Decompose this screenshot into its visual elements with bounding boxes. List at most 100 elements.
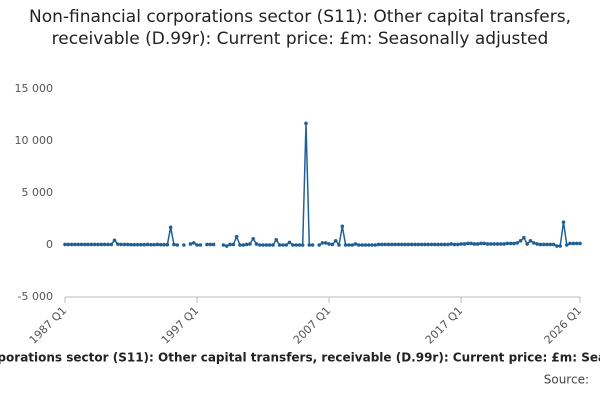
line-segment [318, 222, 580, 247]
point [561, 220, 566, 224]
point [515, 241, 520, 245]
point [426, 242, 430, 247]
source: Source: [544, 373, 589, 387]
point [224, 244, 229, 248]
point [419, 242, 424, 247]
point [102, 242, 107, 247]
point [287, 240, 292, 245]
point [568, 241, 572, 246]
point [333, 239, 338, 243]
point [502, 242, 506, 246]
point [370, 243, 374, 247]
point [281, 243, 285, 247]
y-tick-label: 15 000 [15, 82, 54, 95]
point [347, 243, 351, 247]
point [106, 242, 110, 247]
point [83, 242, 87, 247]
point [165, 242, 170, 247]
point [99, 242, 104, 247]
point [188, 242, 193, 246]
point [317, 243, 321, 247]
point [330, 242, 335, 247]
point [149, 242, 153, 247]
point [145, 242, 150, 247]
point [406, 242, 411, 247]
y-tick-label: 5 000 [22, 186, 54, 199]
point [498, 242, 503, 246]
point [92, 242, 97, 247]
x-tick-label: 1987 Q1 [27, 304, 70, 347]
point [228, 242, 232, 247]
point [482, 241, 487, 246]
point [469, 241, 473, 246]
point [116, 242, 120, 246]
point [376, 242, 381, 247]
point [244, 242, 249, 247]
point [139, 242, 143, 247]
x-tick-label: 1997 Q1 [159, 304, 202, 347]
point [373, 243, 378, 247]
point [112, 238, 117, 243]
point [294, 243, 298, 247]
point [479, 241, 483, 246]
point [495, 242, 500, 246]
point [432, 242, 437, 247]
point [439, 242, 444, 247]
point [109, 242, 114, 247]
point [551, 242, 556, 247]
point [548, 242, 553, 247]
point [300, 243, 305, 247]
point [264, 243, 269, 247]
point [366, 243, 371, 247]
x-tick-label: 2007 Q1 [291, 304, 334, 347]
point [175, 243, 180, 247]
point [564, 243, 569, 247]
point [343, 243, 348, 247]
point [508, 241, 513, 246]
point [254, 242, 259, 246]
point [541, 242, 546, 247]
point [129, 242, 133, 247]
point [320, 241, 325, 245]
point [238, 243, 242, 247]
point [531, 241, 536, 245]
point [195, 243, 199, 247]
y-tick-label: 10 000 [15, 134, 54, 147]
point [168, 225, 173, 230]
point [290, 243, 295, 247]
point [353, 242, 358, 246]
point [274, 238, 279, 242]
point [251, 236, 255, 241]
point [505, 241, 510, 246]
point [304, 121, 308, 126]
point [86, 242, 90, 247]
point [393, 242, 397, 247]
point [535, 242, 539, 246]
point [152, 242, 156, 247]
point [574, 241, 579, 246]
point [340, 224, 345, 229]
point [423, 242, 427, 247]
point [327, 242, 331, 246]
point [191, 241, 196, 245]
point [512, 241, 516, 246]
point [403, 242, 407, 247]
point [172, 242, 176, 247]
point [525, 242, 529, 246]
point [76, 242, 81, 247]
point [492, 242, 496, 246]
point [446, 242, 450, 247]
x-axis-title: Non-financial corporations sector (S11):… [0, 351, 600, 365]
chart-title: Non-financial corporations sector (S11):… [29, 7, 571, 49]
point [449, 242, 454, 246]
point [409, 242, 414, 247]
point [135, 242, 140, 247]
point [119, 242, 123, 247]
point [399, 242, 404, 247]
point [66, 242, 71, 247]
point [162, 242, 166, 247]
point [357, 243, 361, 247]
point [63, 242, 67, 247]
